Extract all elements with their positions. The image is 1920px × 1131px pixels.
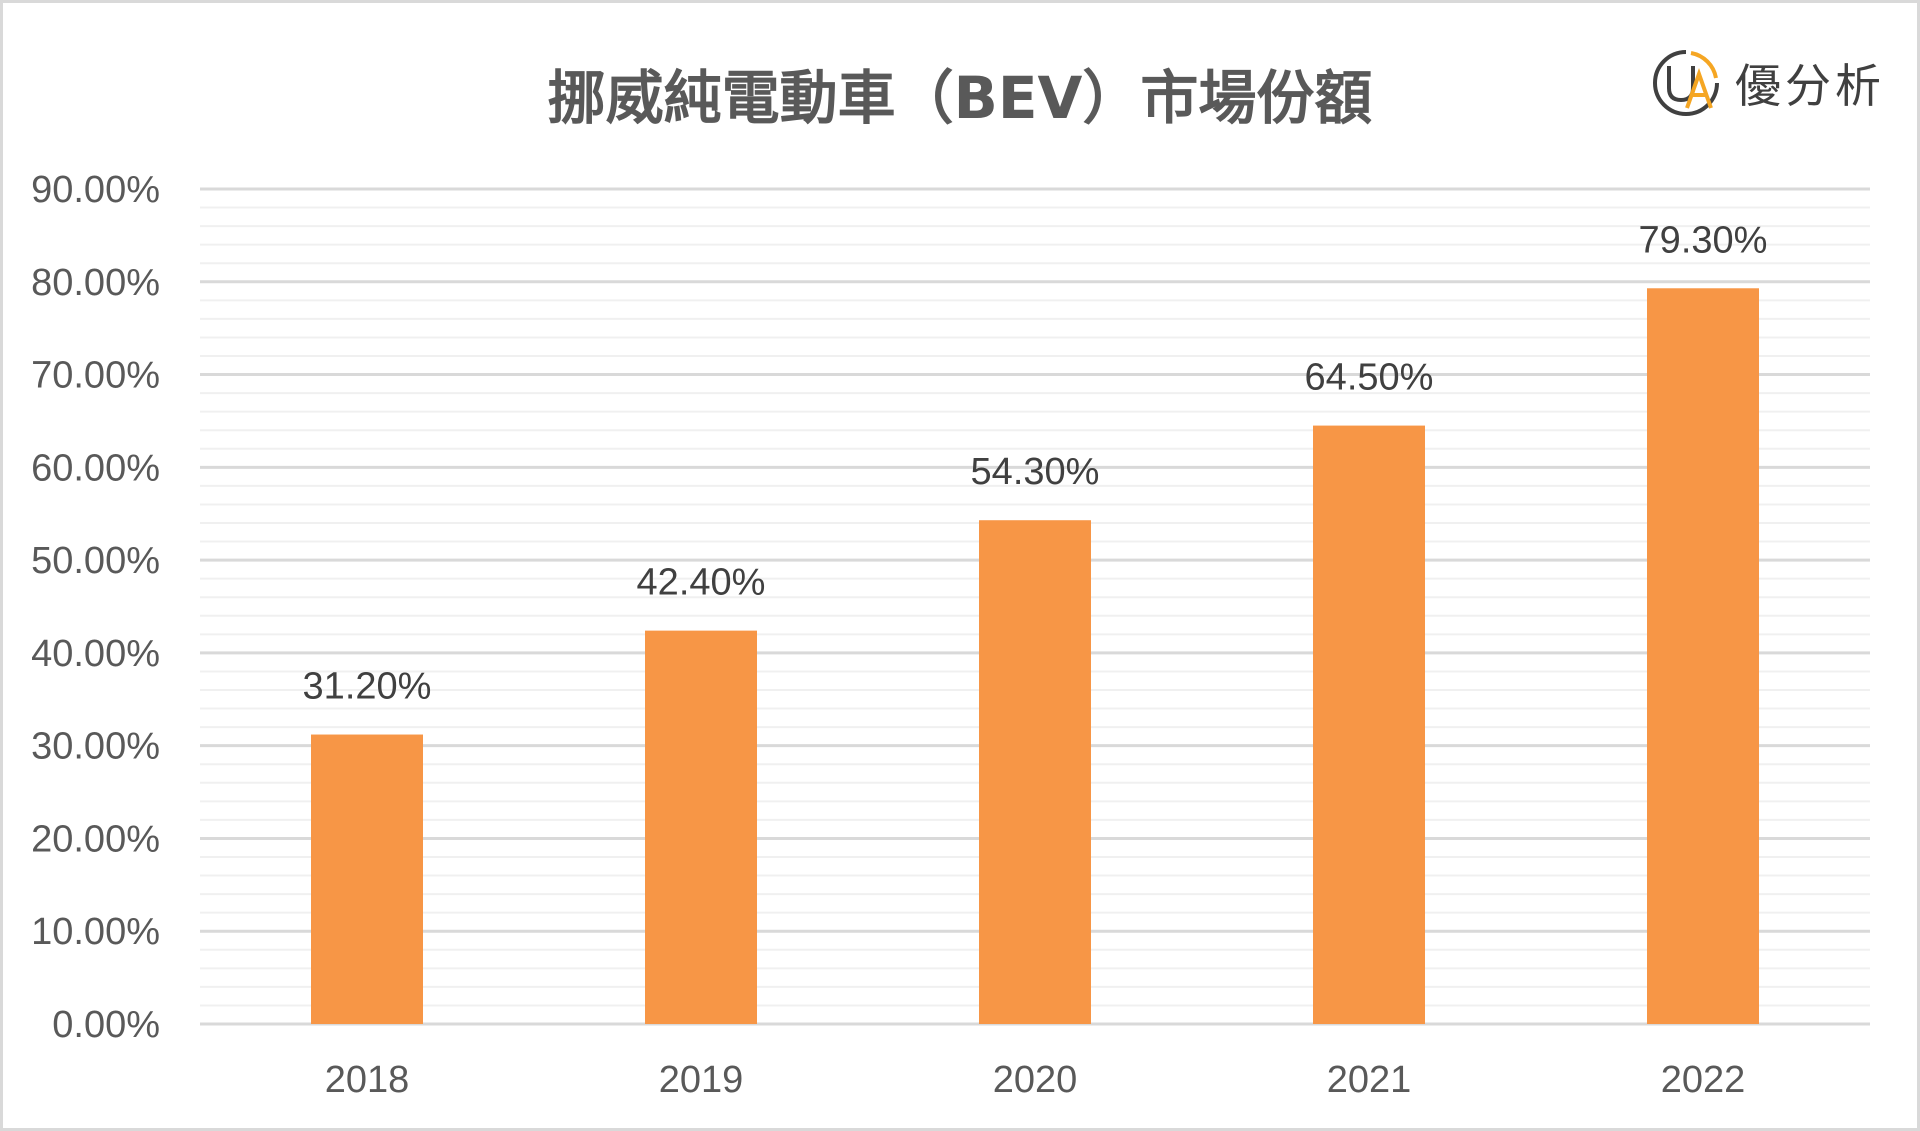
bar-2019 <box>645 630 757 1024</box>
y-tick-label: 30.00% <box>31 726 160 768</box>
data-label-2018: 31.20% <box>303 666 432 708</box>
data-label-2021: 64.50% <box>1305 357 1434 399</box>
data-label-2019: 42.40% <box>637 562 766 604</box>
y-tick-label: 40.00% <box>31 633 160 675</box>
bars <box>311 288 1759 1024</box>
y-tick-label: 50.00% <box>31 540 160 582</box>
chart-title: 挪威純電動車（BEV）市場份額 <box>547 64 1373 132</box>
y-tick-label: 70.00% <box>31 355 160 397</box>
x-axis-ticks: 2018 2019 2020 2021 2022 <box>325 1059 1746 1101</box>
y-tick-label: 60.00% <box>31 447 160 489</box>
x-tick-label-2019: 2019 <box>659 1059 744 1101</box>
ua-logo-icon <box>1653 50 1719 116</box>
x-tick-label-2021: 2021 <box>1327 1059 1412 1101</box>
y-axis-ticks: 0.00% 10.00% 20.00% 30.00% 40.00% 50.00% 60.00… <box>31 169 160 1046</box>
bar-2021 <box>1313 425 1425 1024</box>
brand-logo: 優分析 <box>1651 47 1885 119</box>
x-tick-label-2018: 2018 <box>325 1059 410 1101</box>
bar-2022 <box>1647 288 1759 1024</box>
y-tick-label: 80.00% <box>31 262 160 304</box>
bar-2020 <box>979 520 1091 1024</box>
y-tick-label: 10.00% <box>31 911 160 953</box>
data-label-2022: 79.30% <box>1639 219 1768 261</box>
y-tick-label: 20.00% <box>31 818 160 860</box>
y-tick-label: 0.00% <box>52 1004 160 1046</box>
data-label-2020: 54.30% <box>971 451 1100 493</box>
data-labels: 31.20% 42.40% 54.30% 64.50% 79.30% <box>303 219 1768 707</box>
major-gridlines <box>200 187 1870 1026</box>
x-tick-label-2020: 2020 <box>993 1059 1078 1101</box>
brand-name: 優分析 <box>1735 59 1885 113</box>
bar-2018 <box>311 734 423 1024</box>
x-tick-label-2022: 2022 <box>1661 1059 1746 1101</box>
y-tick-label: 90.00% <box>31 169 160 211</box>
